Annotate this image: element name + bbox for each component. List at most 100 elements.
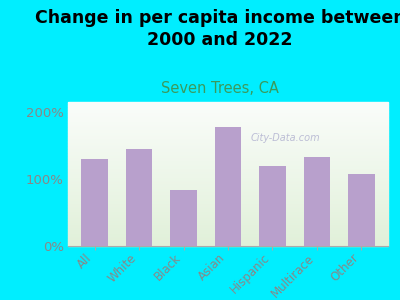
Bar [68, 201, 388, 203]
Bar [68, 158, 388, 160]
Text: Change in per capita income between
2000 and 2022: Change in per capita income between 2000… [35, 9, 400, 49]
Bar [68, 176, 388, 177]
Bar [68, 216, 388, 217]
Bar [304, 157, 330, 246]
Bar [68, 223, 388, 224]
Bar [68, 244, 388, 246]
Bar [68, 165, 388, 167]
Bar [68, 193, 388, 194]
Bar [68, 172, 388, 174]
Bar [68, 197, 388, 199]
Bar [68, 160, 388, 161]
Bar [68, 204, 388, 206]
Bar [68, 233, 388, 235]
Bar [68, 168, 388, 170]
Bar [68, 131, 388, 132]
Bar [68, 127, 388, 128]
Bar [68, 235, 388, 236]
Bar [259, 166, 286, 246]
Bar [68, 141, 388, 142]
Bar [68, 149, 388, 151]
Bar [68, 184, 388, 185]
Bar [68, 118, 388, 119]
Bar [68, 230, 388, 232]
Bar [68, 142, 388, 144]
Bar [68, 199, 388, 200]
Bar [68, 116, 388, 118]
Bar [81, 159, 108, 246]
Bar [68, 178, 388, 180]
Bar [68, 148, 388, 149]
Bar [68, 181, 388, 183]
Bar [68, 187, 388, 188]
Bar [68, 115, 388, 116]
Bar [68, 154, 388, 155]
Bar [68, 129, 388, 131]
Bar [68, 124, 388, 125]
Bar [68, 226, 388, 227]
Bar [68, 171, 388, 172]
Bar [68, 220, 388, 221]
Bar [68, 224, 388, 226]
Bar [68, 203, 388, 204]
Bar [68, 135, 388, 136]
Bar [68, 103, 388, 105]
Bar [68, 111, 388, 112]
Bar [68, 112, 388, 113]
Bar [68, 147, 388, 148]
Bar [68, 239, 388, 240]
Bar [68, 155, 388, 157]
Bar [68, 108, 388, 109]
Bar [68, 180, 388, 181]
Text: City-Data.com: City-Data.com [251, 133, 320, 143]
Bar [68, 221, 388, 223]
Bar [68, 227, 388, 229]
Bar [68, 105, 388, 106]
Bar [68, 174, 388, 176]
Bar [170, 190, 197, 246]
Bar [68, 134, 388, 135]
Bar [68, 136, 388, 138]
Bar [68, 212, 388, 213]
Bar [68, 164, 388, 165]
Bar [68, 208, 388, 210]
Bar [68, 109, 388, 111]
Bar [68, 122, 388, 124]
Bar [68, 200, 388, 201]
Bar [68, 229, 388, 230]
Bar [68, 191, 388, 193]
Bar [68, 151, 388, 152]
Bar [68, 138, 388, 140]
Bar [68, 152, 388, 154]
Text: Seven Trees, CA: Seven Trees, CA [161, 81, 279, 96]
Bar [68, 102, 388, 104]
Bar [68, 240, 388, 242]
Bar [68, 194, 388, 196]
Bar [68, 219, 388, 220]
Bar [68, 188, 388, 190]
Bar [68, 125, 388, 127]
Bar [68, 177, 388, 178]
Bar [126, 149, 152, 246]
Bar [68, 128, 388, 129]
Bar [68, 140, 388, 141]
Bar [68, 237, 388, 239]
Bar [68, 242, 388, 243]
Bar [68, 236, 388, 237]
Bar [68, 144, 388, 145]
Bar [68, 121, 388, 122]
Bar [68, 161, 388, 163]
Bar [68, 119, 388, 121]
Bar [68, 213, 388, 214]
Bar [68, 106, 388, 108]
Bar [68, 185, 388, 187]
Bar [215, 127, 241, 246]
Bar [68, 214, 388, 216]
Bar [68, 167, 388, 168]
Bar [348, 174, 375, 246]
Bar [68, 145, 388, 147]
Bar [68, 157, 388, 158]
Bar [68, 163, 388, 164]
Bar [68, 132, 388, 134]
Bar [68, 196, 388, 197]
